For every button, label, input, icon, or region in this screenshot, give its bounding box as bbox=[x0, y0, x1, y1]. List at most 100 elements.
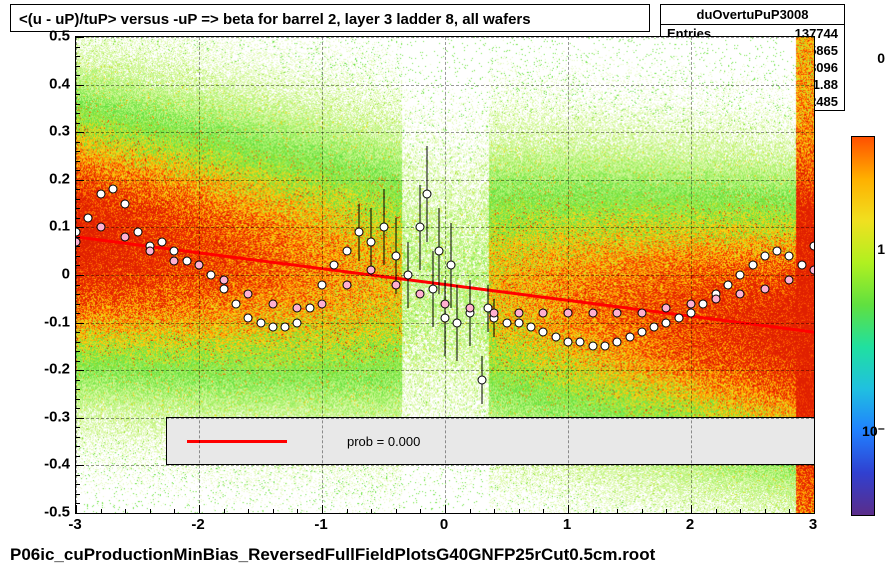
profile-marker-black bbox=[539, 328, 548, 337]
colorbar-extra-label: 0 bbox=[877, 50, 885, 66]
profile-marker-black bbox=[330, 261, 339, 270]
profile-marker-black bbox=[662, 318, 671, 327]
profile-marker-pink bbox=[293, 304, 302, 313]
tick-y-minor bbox=[76, 456, 80, 457]
profile-marker-black bbox=[637, 328, 646, 337]
tick-y-minor bbox=[76, 113, 80, 114]
profile-marker-black bbox=[564, 337, 573, 346]
tick-y bbox=[76, 275, 84, 276]
tick-x bbox=[76, 505, 77, 513]
root-container: <(u - uP)/tuP> versus -uP => beta for ba… bbox=[0, 0, 885, 569]
profile-marker-black bbox=[477, 375, 486, 384]
profile-marker-black bbox=[760, 251, 769, 260]
profile-marker-black bbox=[342, 247, 351, 256]
profile-marker-pink bbox=[637, 309, 646, 318]
tick-y bbox=[76, 418, 84, 419]
grid-line-h bbox=[76, 418, 814, 419]
tick-y bbox=[76, 37, 84, 38]
tick-x bbox=[814, 505, 815, 513]
tick-y bbox=[76, 180, 84, 181]
profile-marker-black bbox=[256, 318, 265, 327]
profile-marker-black bbox=[96, 190, 105, 199]
y-tick-label: 0.4 bbox=[20, 75, 70, 92]
x-tick-label: -3 bbox=[68, 516, 81, 533]
profile-marker-black bbox=[588, 342, 597, 351]
profile-marker-black bbox=[207, 271, 216, 280]
profile-marker-black bbox=[576, 337, 585, 346]
profile-marker-black bbox=[416, 223, 425, 232]
tick-y-minor bbox=[76, 313, 80, 314]
tick-y-minor bbox=[76, 389, 80, 390]
profile-marker-black bbox=[687, 309, 696, 318]
profile-marker-pink bbox=[219, 275, 228, 284]
plot-title: <(u - uP)/tuP> versus -uP => beta for ba… bbox=[10, 4, 650, 32]
profile-marker-pink bbox=[810, 266, 816, 275]
profile-marker-pink bbox=[760, 285, 769, 294]
profile-marker-pink bbox=[687, 299, 696, 308]
tick-y-minor bbox=[76, 294, 80, 295]
y-tick-label: 0.2 bbox=[20, 170, 70, 187]
tick-y-minor bbox=[76, 256, 80, 257]
profile-marker-pink bbox=[170, 256, 179, 265]
tick-y-minor bbox=[76, 304, 80, 305]
profile-marker-pink bbox=[195, 261, 204, 270]
x-tick-label: -2 bbox=[191, 516, 204, 533]
grid-line-v bbox=[814, 37, 815, 513]
profile-marker-black bbox=[736, 271, 745, 280]
tick-y-minor bbox=[76, 408, 80, 409]
grid-line-h bbox=[76, 227, 814, 228]
tick-y-minor bbox=[76, 399, 80, 400]
y-tick-label: -0.5 bbox=[20, 504, 70, 521]
tick-y-minor bbox=[76, 208, 80, 209]
profile-marker-black bbox=[108, 185, 117, 194]
profile-marker-pink bbox=[244, 290, 253, 299]
profile-marker-black bbox=[650, 323, 659, 332]
profile-marker-pink bbox=[145, 247, 154, 256]
profile-marker-black bbox=[773, 247, 782, 256]
profile-marker-black bbox=[84, 213, 93, 222]
profile-marker-black bbox=[354, 228, 363, 237]
profile-marker-black bbox=[268, 323, 277, 332]
colorbar bbox=[851, 136, 875, 516]
tick-y-minor bbox=[76, 199, 80, 200]
legend-line-sample bbox=[187, 440, 287, 443]
legend-box: prob = 0.000 bbox=[166, 417, 815, 465]
tick-y-minor bbox=[76, 189, 80, 190]
tick-x bbox=[568, 505, 569, 513]
tick-y-minor bbox=[76, 123, 80, 124]
profile-marker-pink bbox=[588, 309, 597, 318]
x-tick-label: -1 bbox=[314, 516, 327, 533]
profile-marker-pink bbox=[514, 309, 523, 318]
profile-marker-black bbox=[367, 237, 376, 246]
profile-marker-black bbox=[447, 261, 456, 270]
tick-x bbox=[199, 505, 200, 513]
profile-marker-black bbox=[453, 318, 462, 327]
profile-marker-pink bbox=[490, 309, 499, 318]
tick-y-minor bbox=[76, 75, 80, 76]
stats-value: 1.88 bbox=[813, 77, 838, 92]
tick-y bbox=[76, 465, 84, 466]
profile-marker-black bbox=[613, 337, 622, 346]
profile-marker-black bbox=[723, 280, 732, 289]
profile-marker-black bbox=[625, 332, 634, 341]
profile-marker-black bbox=[810, 242, 816, 251]
y-tick-label: 0.5 bbox=[20, 28, 70, 45]
tick-x bbox=[691, 505, 692, 513]
tick-y-minor bbox=[76, 104, 80, 105]
profile-marker-black bbox=[551, 332, 560, 341]
profile-marker-black bbox=[121, 199, 130, 208]
x-tick-label: 3 bbox=[809, 516, 817, 533]
colorbar-tick-label: 1 bbox=[877, 241, 885, 257]
profile-marker-black bbox=[281, 323, 290, 332]
tick-y bbox=[76, 132, 84, 133]
x-axis-label: P06ic_cuProductionMinBias_ReversedFullFi… bbox=[10, 545, 655, 565]
profile-marker-black bbox=[434, 247, 443, 256]
x-tick-label: 2 bbox=[686, 516, 694, 533]
profile-marker-black bbox=[785, 251, 794, 260]
y-tick-label: -0.1 bbox=[20, 313, 70, 330]
profile-marker-pink bbox=[613, 309, 622, 318]
tick-y-minor bbox=[76, 170, 80, 171]
tick-y-minor bbox=[76, 151, 80, 152]
profile-marker-black bbox=[502, 318, 511, 327]
profile-marker-black bbox=[182, 256, 191, 265]
